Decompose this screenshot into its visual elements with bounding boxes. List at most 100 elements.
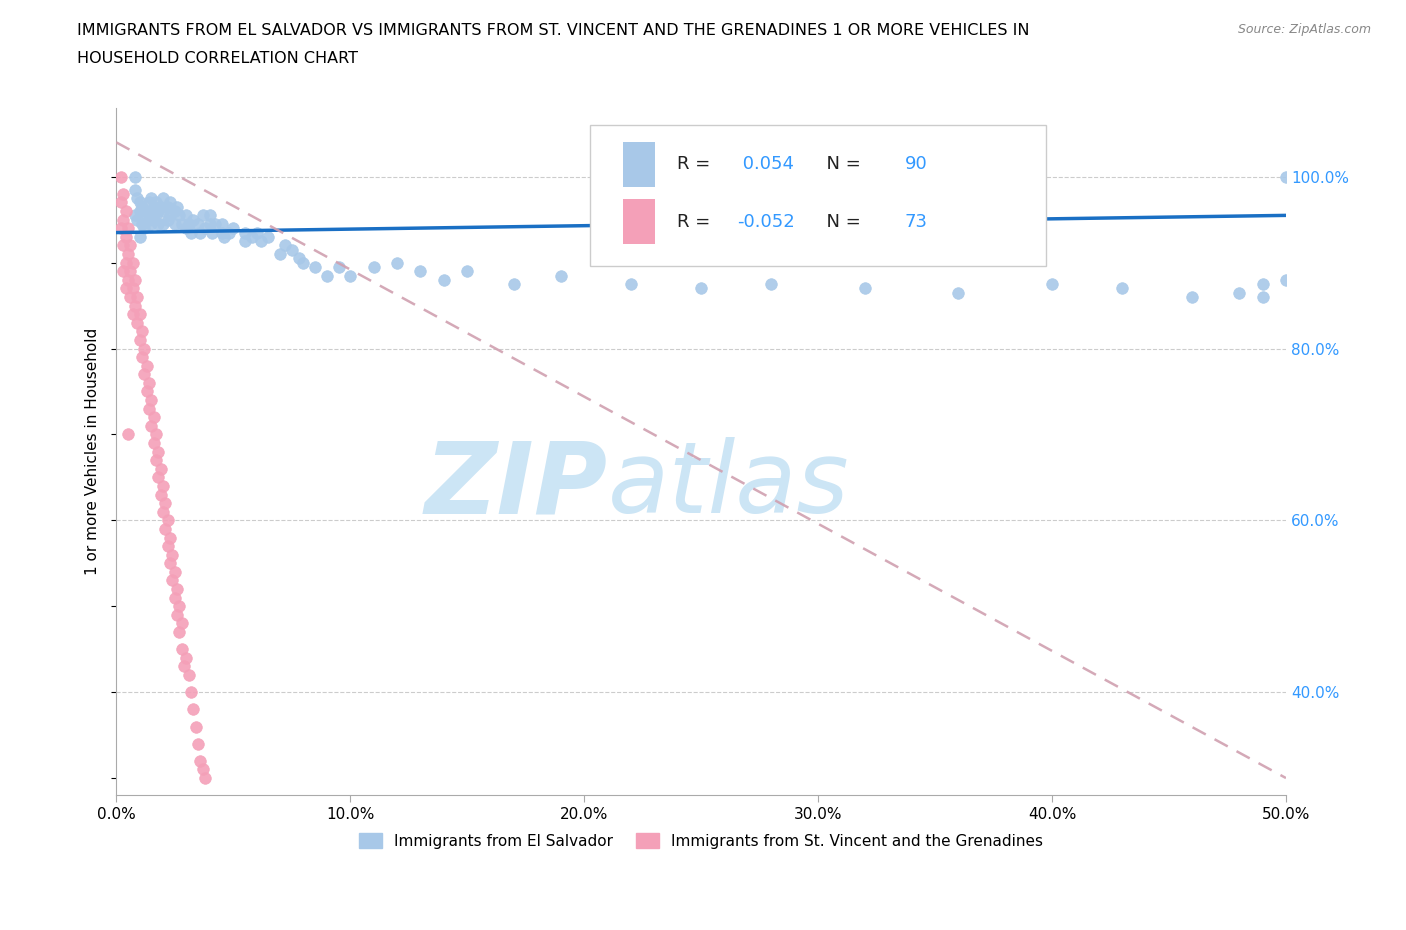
Point [138, 401, 160, 416]
Point [948, 286, 970, 300]
Point [690, 281, 713, 296]
Point [166, 581, 188, 596]
Point [117, 246, 139, 261]
Point [180, 225, 202, 240]
Point [135, 208, 157, 223]
Point [145, 427, 167, 442]
Point [114, 204, 136, 219]
Point [117, 220, 139, 235]
Text: atlas: atlas [607, 437, 849, 535]
FancyBboxPatch shape [591, 126, 1046, 266]
Point [190, 225, 212, 240]
Point [163, 565, 186, 579]
Point [131, 350, 153, 365]
Point [141, 418, 163, 433]
Point [156, 513, 179, 528]
Point [117, 272, 139, 287]
Point [148, 445, 170, 459]
Point [110, 195, 132, 210]
Point [198, 217, 221, 232]
Point [250, 233, 273, 248]
Point [218, 225, 240, 240]
Point [233, 225, 256, 240]
Point [128, 195, 150, 210]
Point [304, 259, 326, 274]
Bar [623, 142, 655, 187]
Point [152, 204, 174, 219]
Point [163, 204, 186, 219]
Point [162, 547, 184, 562]
Point [141, 204, 163, 219]
Point [145, 208, 167, 223]
Point [166, 199, 188, 214]
Point [121, 281, 143, 296]
Point [1275, 272, 1298, 287]
Point [134, 220, 156, 235]
Point [177, 668, 200, 683]
Point [124, 208, 146, 223]
Point [287, 251, 309, 266]
Point [114, 230, 136, 245]
Point [211, 225, 233, 240]
Point [142, 199, 165, 214]
Point [194, 771, 217, 786]
Point [149, 199, 172, 214]
Point [194, 220, 217, 235]
Point [170, 217, 193, 232]
Point [134, 366, 156, 381]
Point [135, 358, 157, 373]
Point [159, 556, 181, 571]
Point [112, 212, 135, 227]
Point [191, 208, 214, 223]
Point [273, 238, 295, 253]
Point [853, 281, 876, 296]
Point [120, 238, 142, 253]
Point [159, 208, 181, 223]
Point [155, 496, 177, 511]
Point [134, 341, 156, 356]
Point [145, 195, 167, 210]
Point [134, 204, 156, 219]
Point [112, 238, 135, 253]
Point [127, 315, 149, 330]
Point [124, 272, 146, 287]
Point [1251, 276, 1274, 291]
Point [177, 217, 200, 232]
Point [148, 470, 170, 485]
Point [761, 276, 783, 291]
Point [1111, 281, 1133, 296]
Point [127, 289, 149, 304]
Point [211, 217, 233, 232]
Text: N =: N = [814, 213, 866, 231]
Point [385, 255, 408, 270]
Point [152, 479, 174, 494]
Point [409, 264, 432, 279]
Point [124, 169, 146, 184]
Point [183, 212, 205, 227]
Text: Source: ZipAtlas.com: Source: ZipAtlas.com [1237, 23, 1371, 36]
Point [148, 217, 170, 232]
Point [128, 204, 150, 219]
Point [315, 268, 337, 283]
Point [121, 255, 143, 270]
Point [142, 435, 165, 450]
Point [135, 384, 157, 399]
Point [456, 264, 478, 279]
Point [152, 191, 174, 206]
Point [183, 702, 205, 717]
Point [114, 255, 136, 270]
Point [166, 607, 188, 622]
Point [1040, 276, 1063, 291]
Point [190, 753, 212, 768]
Point [142, 212, 165, 227]
Point [128, 230, 150, 245]
Text: IMMIGRANTS FROM EL SALVADOR VS IMMIGRANTS FROM ST. VINCENT AND THE GRENADINES 1 : IMMIGRANTS FROM EL SALVADOR VS IMMIGRANT… [77, 23, 1029, 38]
Point [257, 230, 280, 245]
Point [128, 333, 150, 348]
Point [620, 276, 643, 291]
Point [169, 599, 191, 614]
Point [328, 259, 350, 274]
Point [433, 272, 456, 287]
Point [121, 307, 143, 322]
Point [233, 233, 256, 248]
